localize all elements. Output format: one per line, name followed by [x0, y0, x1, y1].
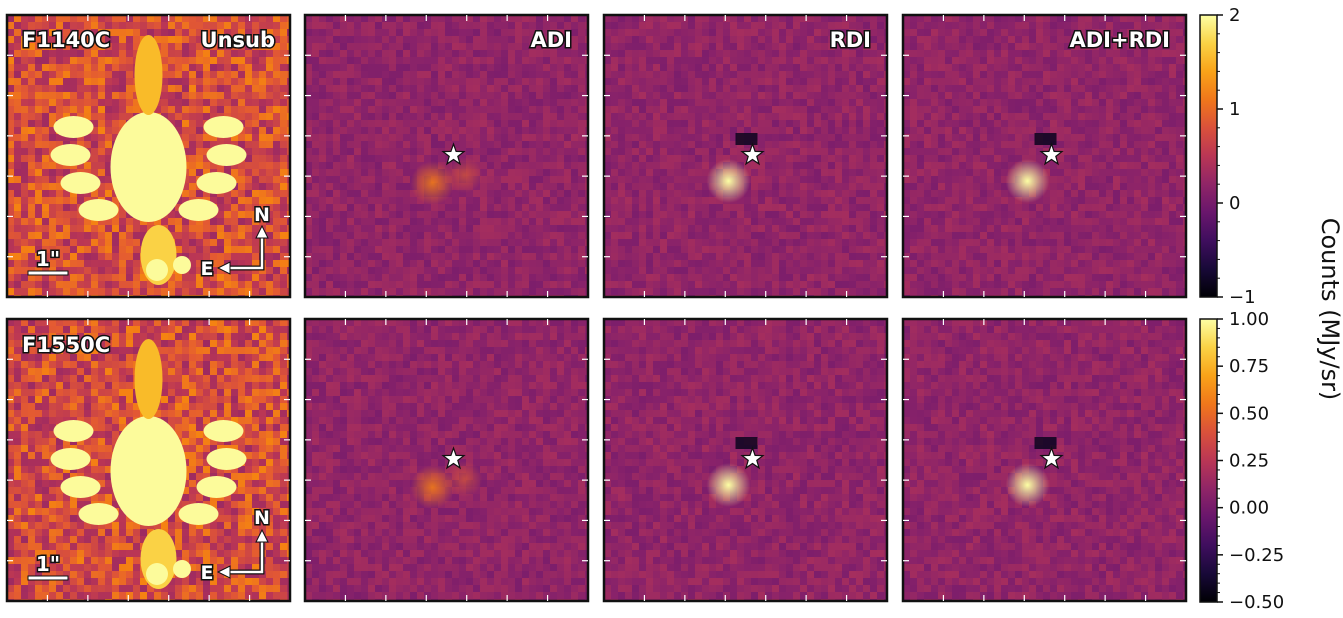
panel-1-3	[602, 13, 889, 299]
panel-2-4	[901, 317, 1188, 603]
dark-residual	[1034, 437, 1057, 449]
panel-ticks	[7, 15, 290, 297]
panel-ticks	[903, 319, 1186, 601]
psf-lobe	[203, 420, 244, 442]
scale-bar-label-top: 1"	[36, 247, 60, 271]
colorbar-tick-label: 0.50	[1229, 403, 1269, 424]
colorbar-tick-label: 0.75	[1229, 356, 1269, 377]
panel-frame	[303, 13, 590, 299]
panel-label-f1140c: F1140C	[22, 28, 110, 52]
panel-frame	[5, 317, 292, 603]
companion-0-2	[706, 159, 751, 203]
panel-ticks	[305, 15, 588, 297]
panel-ticks	[7, 319, 290, 601]
companion-1-3	[1005, 463, 1050, 507]
dark-residual	[1034, 133, 1057, 145]
panel-ticks	[903, 15, 1186, 297]
psf-spot	[173, 256, 191, 274]
star-marker	[441, 446, 466, 470]
panel-frame	[5, 13, 292, 299]
psf-lobe	[53, 116, 94, 138]
compass-top: N E	[199, 203, 271, 282]
panel-2-2	[303, 317, 590, 603]
colorbar-top: 2 1 0 −1	[1199, 5, 1256, 308]
dark-residual	[735, 133, 758, 145]
colorbar-tick-label: −1	[1229, 287, 1256, 308]
adi-residual-1	[410, 465, 455, 509]
adi-residual-b-1	[446, 461, 483, 497]
psf-spike	[134, 35, 163, 115]
psf-lobe	[206, 448, 247, 470]
colorbar-tick-label: −0.25	[1229, 545, 1284, 566]
panel-label-rdi: RDI	[830, 28, 871, 52]
adi-residual-0	[410, 161, 455, 205]
panel-frame	[901, 317, 1188, 603]
psf-lobe	[206, 144, 247, 166]
panel-2-3	[602, 317, 889, 603]
panel-frame	[303, 317, 590, 603]
psf-lobe	[203, 116, 244, 138]
image-panels	[5, 13, 1188, 603]
colorbar-tick-label: 0.00	[1229, 498, 1269, 519]
psf-spot	[146, 563, 168, 585]
colorbar-bottom: 1.00 0.75 0.50 0.25 0.00 −0.25 −0.50	[1199, 309, 1284, 613]
psf-lobe	[50, 144, 91, 166]
panel-ticks	[305, 319, 588, 601]
star-marker	[740, 142, 765, 166]
panel-1-1	[5, 13, 292, 299]
psf-core	[110, 416, 187, 526]
colorbar-tick-label: 1	[1229, 99, 1240, 120]
psf-lobe	[50, 448, 91, 470]
psf-lobe	[60, 172, 101, 194]
panel-ticks	[604, 319, 887, 601]
panel-ticks	[604, 15, 887, 297]
panel-2-1	[5, 317, 292, 603]
panel-frame	[602, 317, 889, 603]
psf-lobe	[196, 172, 237, 194]
colorbars: 2 1 0 −11.00 0.75 0.50 0.25 0.00 −0.25 −0.50	[1199, 5, 1284, 613]
companion-0-3	[1005, 159, 1050, 203]
scale-bar-bottom: 1"	[27, 551, 69, 581]
companion-1-2	[706, 463, 751, 507]
psf-lobe	[78, 503, 119, 525]
psf-spot	[146, 259, 168, 281]
panel-frame	[602, 13, 889, 299]
psf-spot	[173, 560, 191, 578]
compass-north-top: N	[254, 204, 270, 226]
compass-north-bottom: N	[254, 507, 270, 529]
psf-lobe	[60, 476, 101, 498]
scale-bar-top: 1"	[27, 246, 69, 276]
star-marker	[740, 446, 765, 470]
compass-east-bottom: E	[201, 562, 214, 584]
panel-1-2	[303, 13, 590, 299]
panel-label-f1550c: F1550C	[22, 333, 110, 357]
colorbar-tick-label: −0.50	[1229, 592, 1284, 613]
psf-lobe	[53, 420, 94, 442]
scale-bar-label-bottom: 1"	[36, 552, 60, 576]
psf-lobe	[196, 476, 237, 498]
compass-bottom: N E	[199, 506, 271, 586]
panel-frame	[901, 13, 1188, 299]
compass-east-top: E	[201, 258, 214, 280]
colorbar-tick-label: 0.25	[1229, 451, 1269, 472]
star-marker	[1039, 142, 1064, 166]
panel-1-4	[901, 13, 1188, 299]
colorbar-title: Counts (MJy/sr)	[1316, 218, 1343, 401]
psf-lobe	[178, 503, 219, 525]
psf-lobe	[78, 199, 119, 221]
colorbar-tick-label: 2	[1229, 5, 1240, 26]
adi-residual-b-0	[446, 157, 483, 193]
psf-spike	[134, 339, 163, 419]
colorbar-tick-label: 0	[1229, 193, 1240, 214]
panel-label-adi-rdi: ADI+RDI	[1069, 28, 1170, 52]
dark-residual	[735, 437, 758, 449]
colorbar-tick-label: 1.00	[1229, 309, 1269, 330]
star-marker	[1039, 446, 1064, 470]
panel-label-adi: ADI	[531, 28, 573, 52]
panel-label-unsub: Unsub	[201, 28, 275, 52]
psf-core	[110, 112, 187, 222]
star-marker	[441, 142, 466, 166]
psf-lobe	[178, 199, 219, 221]
